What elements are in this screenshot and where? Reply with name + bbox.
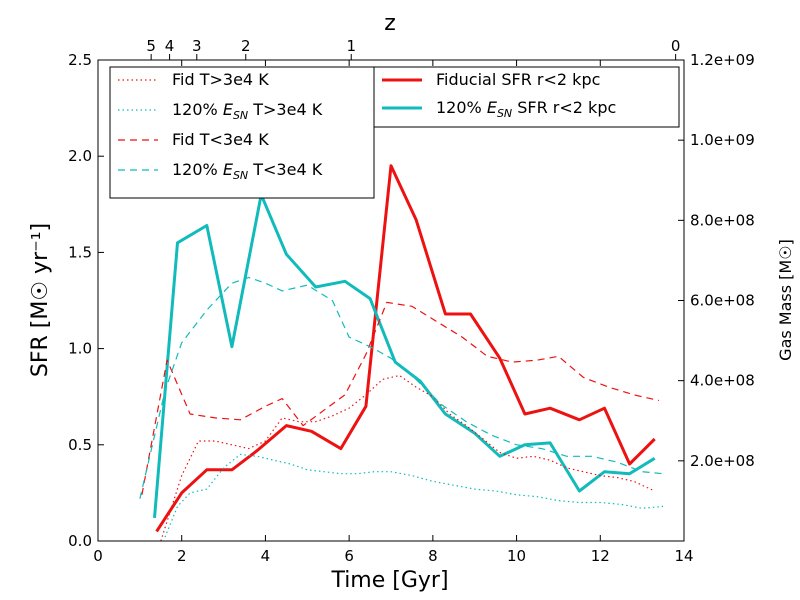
top-tick-label: 3 (192, 37, 202, 55)
legend-left: Fid T>3e4 K 120% ESN T>3e4 K Fid T<3e4 K 12… (109, 66, 375, 199)
top-tick-label: 0 (671, 37, 681, 55)
y2-tick-label: 4.0e+08 (690, 372, 755, 390)
x-tick-label: 2 (177, 547, 187, 565)
series-line-fid_cold (141, 301, 660, 495)
y-tick-label: 1.5 (68, 243, 92, 261)
top-tick-label: 2 (241, 37, 251, 55)
y2-tick-label: 1.2e+09 (690, 51, 755, 69)
top-tick-label: 1 (346, 37, 356, 55)
legend-box (109, 66, 375, 199)
x-tick-label: 14 (674, 547, 693, 565)
legend-label: 120% ESN SFR r<2 kpc (436, 98, 616, 120)
legend-box (373, 66, 680, 128)
series-line-fid_sfr (155, 164, 656, 533)
y-tick-label: 0.0 (68, 532, 92, 550)
legend-label: Fid T>3e4 K (172, 70, 269, 89)
legend-label: 120% ESN T<3e4 K (172, 160, 323, 182)
y-tick-label: 1.0 (68, 340, 92, 358)
y2-tick-label: 2.0e+08 (690, 452, 755, 470)
y2-axis-title: Gas Mass [M☉] (776, 239, 795, 361)
y-tick-label: 0.5 (68, 436, 92, 454)
y-tick-label: 2.5 (68, 51, 92, 69)
series-layer (139, 164, 664, 542)
series-line-esn_hot (164, 453, 664, 538)
series-line-esn_cold (139, 276, 664, 499)
y2-tick-label: 6.0e+08 (690, 292, 755, 310)
legend-label: 120% ESN T>3e4 K (172, 100, 323, 122)
x-tick-label: 12 (591, 547, 610, 565)
x-axis-title: Time [Gyr] (330, 568, 448, 593)
x-tick-label: 6 (344, 547, 354, 565)
y-tick-label: 2.0 (68, 147, 92, 165)
x-tick-label: 10 (507, 547, 526, 565)
x-tick-label: 4 (261, 547, 271, 565)
series-line-fid_hot (160, 374, 655, 542)
y2-tick-label: 1.0e+09 (690, 131, 755, 149)
top-tick-label: 5 (146, 37, 156, 55)
legend-label: Fiducial SFR r<2 kpc (436, 70, 600, 89)
x-tick-label: 8 (428, 547, 438, 565)
top-tick-label: 4 (165, 37, 175, 55)
legend-label: Fid T<3e4 K (172, 130, 269, 149)
axes-layer: 0 2 4 6 8 10 12 140.00.51.01.52.02.52.0e+084.0e… (68, 37, 755, 565)
x-tick-label: 0 (93, 547, 103, 565)
y2-tick-label: 8.0e+08 (690, 211, 755, 229)
legend-right: Fiducial SFR r<2 kpc 120% ESN SFR r<2 kpc (373, 66, 680, 128)
top-axis-title: z (384, 11, 396, 36)
y-axis-title: SFR [M☉ yr⁻¹] (28, 223, 53, 377)
